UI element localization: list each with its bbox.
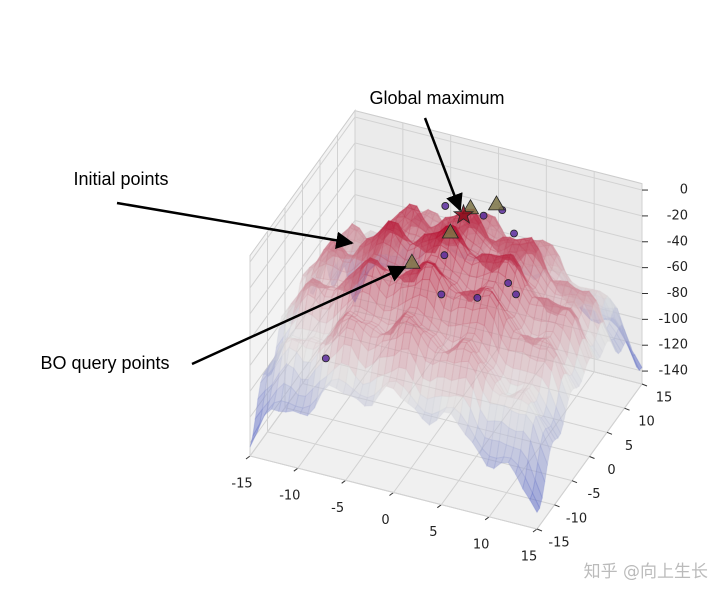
z-tick-label: -80 xyxy=(667,286,688,301)
surface-cell xyxy=(613,332,625,353)
surface-cell xyxy=(618,324,630,343)
tick-labels: -15-10-5051015-15-10-50510150-20-40-60-8… xyxy=(231,183,688,565)
tick-mark xyxy=(437,504,442,509)
z-tick-label: -20 xyxy=(667,208,688,223)
query-point xyxy=(441,223,460,239)
tick-mark xyxy=(484,516,490,521)
tick-mark xyxy=(293,467,299,472)
surface-cell xyxy=(539,432,551,467)
y-tick-label: -5 xyxy=(588,487,601,502)
points xyxy=(321,195,520,363)
surface-cell xyxy=(529,491,541,514)
query-point xyxy=(403,253,421,269)
x-tick-label: 10 xyxy=(473,537,490,552)
surface-cell xyxy=(550,418,562,440)
y-tick-label: 10 xyxy=(638,415,655,430)
tick-mark xyxy=(624,407,630,411)
initial-point xyxy=(440,251,449,260)
tick-mark xyxy=(641,383,648,387)
watermark: 知乎 @向上生长 xyxy=(584,562,708,582)
arrow xyxy=(423,117,463,212)
initial-point xyxy=(510,229,518,238)
arrow xyxy=(191,265,407,366)
initial-point xyxy=(512,290,520,299)
tick-mark xyxy=(606,431,613,435)
global-maximum xyxy=(452,203,475,224)
initial-point xyxy=(504,279,513,287)
y-tick-label: -10 xyxy=(566,511,587,526)
initial-point xyxy=(441,202,450,210)
surface-cell xyxy=(547,425,559,441)
tick-mark xyxy=(571,480,578,484)
surface-cell xyxy=(571,366,583,388)
x-tick-label: -15 xyxy=(231,477,252,492)
tick-mark xyxy=(589,456,595,459)
y-tick-label: -15 xyxy=(548,536,569,551)
y-tick-label: 0 xyxy=(607,463,615,478)
tick-mark xyxy=(341,479,346,484)
x-tick-label: -5 xyxy=(331,501,344,516)
initial-point xyxy=(473,293,482,302)
z-tick-label: 0 xyxy=(680,183,688,198)
grid-line xyxy=(249,142,643,289)
tick-mark xyxy=(554,504,560,508)
surface-cell xyxy=(565,372,578,390)
surface-cell xyxy=(602,321,614,347)
surface-cell xyxy=(615,325,627,347)
query-point xyxy=(487,195,506,211)
tick-mark xyxy=(389,492,394,496)
z-tick-label: -140 xyxy=(658,364,688,379)
y-tick-label: 5 xyxy=(625,439,633,454)
grid-line xyxy=(249,255,538,530)
initial-point xyxy=(321,354,330,363)
tick-mark xyxy=(532,528,538,533)
initial-point xyxy=(437,290,446,299)
annotation: Initial points xyxy=(73,169,168,189)
x-tick-label: 5 xyxy=(429,525,437,540)
arrow xyxy=(116,201,354,249)
tick-mark xyxy=(536,528,543,532)
surface-cell xyxy=(560,372,572,402)
surface-cell xyxy=(592,338,604,359)
grid-line xyxy=(267,231,555,506)
x-tick-label: -10 xyxy=(279,489,300,504)
annotation: Global maximum xyxy=(369,88,504,108)
grid-line xyxy=(249,116,643,263)
z-tick-label: -100 xyxy=(658,312,688,327)
z-tick-label: -120 xyxy=(658,338,688,353)
x-tick-label: 15 xyxy=(521,550,538,565)
x-tick-label: 0 xyxy=(381,513,389,528)
surface-cell xyxy=(597,321,609,347)
z-tick-label: -60 xyxy=(667,260,688,275)
annotation: BO query points xyxy=(40,353,169,373)
z-tick-label: -40 xyxy=(667,234,688,249)
grid-line xyxy=(249,168,643,315)
tick-mark xyxy=(245,455,251,460)
initial-point xyxy=(479,211,488,220)
surface-cell xyxy=(544,427,557,444)
surface-cell xyxy=(537,443,549,483)
surface-cell xyxy=(581,338,593,360)
y-tick-label: 15 xyxy=(656,391,673,406)
